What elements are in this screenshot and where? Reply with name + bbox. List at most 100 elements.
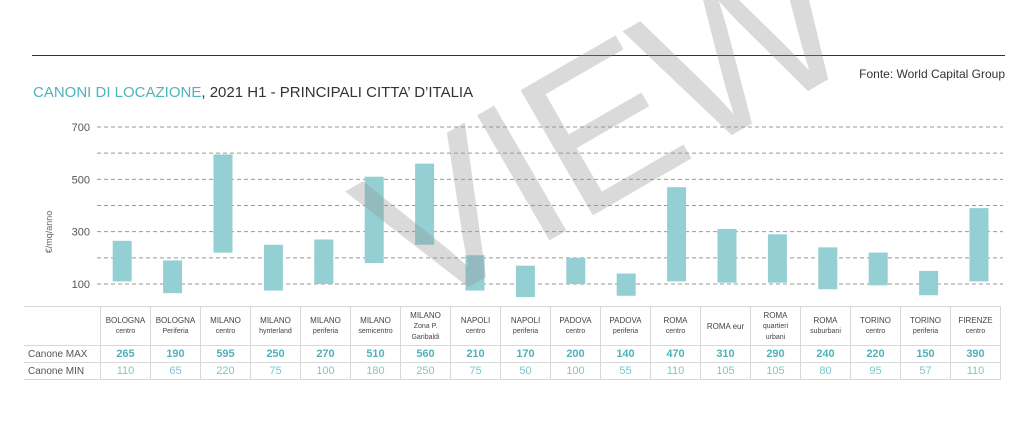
title-accent: CANONI DI LOCAZIONE	[33, 84, 202, 101]
max-value: 265	[100, 345, 151, 363]
range-bar	[868, 252, 888, 286]
category-label-line: MILANO	[310, 316, 341, 325]
max-value: 595	[200, 345, 251, 363]
category-label-line: ROMA eur	[706, 321, 745, 331]
category-label-line: BOLOGNA	[105, 316, 146, 325]
category-label-line: suburbani	[810, 328, 841, 335]
min-value: 105	[700, 362, 751, 380]
category-label: MILANO centro	[200, 306, 251, 346]
category-label: MILANO hynterland	[250, 306, 301, 346]
chart-title: CANONI DI LOCAZIONE, 2021 H1 - PRINCIPAL…	[33, 84, 473, 101]
max-value: 140	[600, 345, 651, 363]
range-bar	[767, 234, 787, 283]
max-value: 150	[900, 345, 951, 363]
range-bar	[919, 270, 939, 296]
min-value: 75	[450, 362, 501, 380]
range-bar	[314, 239, 334, 284]
min-value: 55	[600, 362, 651, 380]
max-value: 210	[450, 345, 501, 363]
y-tick-label: 700	[72, 122, 90, 134]
y-tick-label: 500	[72, 174, 90, 186]
gridlines	[97, 126, 1003, 285]
min-value: 105	[750, 362, 801, 380]
category-label-line: ROMA	[813, 316, 838, 325]
min-value: 95	[850, 362, 901, 380]
min-value: 110	[650, 362, 701, 380]
range-bar	[667, 187, 687, 282]
category-label-line: Zona P.	[413, 322, 438, 330]
category-label-line: centro	[965, 328, 986, 335]
range-bar	[213, 154, 233, 253]
category-label-line: centro	[115, 328, 136, 335]
min-value: 80	[800, 362, 851, 380]
category-label-line: periferia	[312, 328, 339, 335]
range-bar	[515, 265, 535, 298]
category-label-line: centro	[565, 328, 586, 335]
min-value: 110	[950, 362, 1001, 380]
max-value: 190	[150, 345, 201, 363]
category-label-line: TORINO	[910, 316, 941, 325]
max-value: 510	[350, 345, 401, 363]
category-label-line: centro	[665, 328, 686, 335]
min-value: 100	[550, 362, 601, 380]
category-label-line: ROMA	[763, 310, 788, 320]
category-label: TORINO centro	[850, 306, 901, 346]
max-value: 290	[750, 345, 801, 363]
title-rest: , 2021 H1 - PRINCIPALI CITTA’ D’ITALIA	[201, 84, 474, 101]
category-label-line: quartieri	[762, 322, 789, 330]
category-label-line: ROMA	[663, 316, 688, 325]
range-bar	[969, 208, 989, 282]
category-label: MILANO periferia	[300, 306, 351, 346]
min-row: Canone MIN 110 65 220 75 100 180 250 75 50 100 55 1…	[24, 362, 1001, 380]
category-label: MILANO Zona P. Garibaldi	[400, 306, 451, 346]
range-bar	[566, 257, 586, 284]
range-bar	[163, 260, 183, 294]
category-label-line: MILANO	[210, 316, 241, 325]
max-value: 270	[300, 345, 351, 363]
category-label: ROMA centro	[650, 306, 701, 346]
y-tick-label: 100	[72, 279, 90, 291]
category-label: PADOVA periferia	[600, 306, 651, 346]
max-value: 310	[700, 345, 751, 363]
min-value: 75	[250, 362, 301, 380]
bars	[112, 154, 989, 298]
min-value: 250	[400, 362, 451, 380]
y-axis-label: €/mq/anno	[44, 211, 54, 254]
category-label: PADOVA centro	[550, 306, 601, 346]
data-table: BOLOGNA centro BOLOGNA Periferia MILANO centr…	[24, 306, 1001, 380]
category-label-line: PADOVA	[559, 316, 592, 325]
max-row: Canone MAX 265 190 595 250 270 510 560 210 170 20…	[24, 345, 1001, 363]
range-bar	[415, 163, 435, 245]
top-rule	[32, 55, 1005, 56]
range-bar	[818, 247, 838, 290]
category-label-line: Garibaldi	[411, 333, 440, 341]
category-label: MILANO semicentro	[350, 306, 401, 346]
max-value: 170	[500, 345, 551, 363]
category-label: FIRENZE centro	[950, 306, 1001, 346]
category-label-line: periferia	[612, 328, 639, 335]
min-row-label: Canone MIN	[24, 362, 101, 380]
category-label-line: PADOVA	[609, 316, 642, 325]
source-note: Fonte: World Capital Group	[859, 67, 1005, 81]
range-bar	[263, 244, 283, 291]
category-label-line: TORINO	[860, 316, 891, 325]
min-value: 65	[150, 362, 201, 380]
category-label-line: centro	[465, 328, 486, 335]
range-bar	[112, 240, 132, 282]
category-label-line: BOLOGNA	[155, 316, 196, 325]
category-label-line: MILANO	[410, 310, 441, 320]
min-value: 100	[300, 362, 351, 380]
category-label: TORINO periferia	[900, 306, 951, 346]
y-axis: 100 300 500 700	[72, 122, 90, 291]
category-label-line: MILANO	[360, 316, 391, 325]
range-bar	[616, 273, 636, 296]
max-value: 240	[800, 345, 851, 363]
category-label-line: NAPOLI	[510, 316, 541, 325]
y-tick-label: 300	[72, 227, 90, 239]
category-label-line: hynterland	[259, 328, 292, 335]
max-value: 250	[250, 345, 301, 363]
category-label-line: periferia	[512, 328, 539, 335]
category-label-line: centro	[215, 328, 236, 335]
range-bar	[364, 176, 384, 264]
